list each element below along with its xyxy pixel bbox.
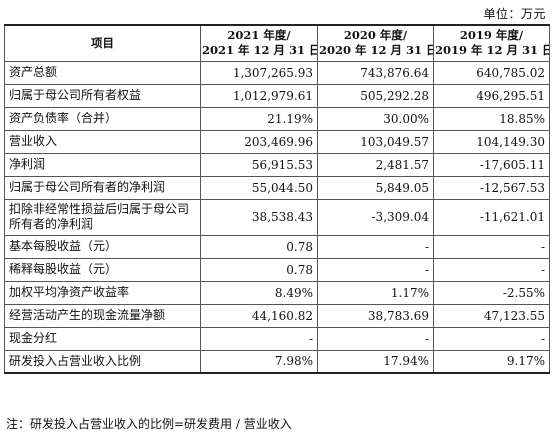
- cell-2021: 8.49%: [200, 280, 318, 305]
- header-2021-line1: 2021 年度/: [227, 28, 291, 43]
- cell-2020: 103,049.57: [317, 129, 434, 154]
- cell-2020: -: [317, 257, 434, 282]
- cell-2019: -12,567.53: [433, 175, 550, 200]
- cell-2019: 104,149.30: [433, 129, 550, 154]
- cell-2021: 1,012,979.61: [200, 83, 318, 108]
- footnote: 注：研发投入占营业收入的比例=研发费用 / 营业收入: [6, 417, 292, 431]
- cell-2021: 38,538.43: [200, 198, 318, 236]
- row-label: 研发投入占营业收入比例: [4, 349, 201, 374]
- cell-2020: -3,309.04: [317, 198, 434, 236]
- cell-2019: -11,621.01: [433, 198, 550, 236]
- cell-2021: 203,469.96: [200, 129, 318, 154]
- table-row: 现金分红 - - -: [4, 326, 550, 351]
- table-row: 归属于母公司所有者的净利润 55,044.50 5,849.05 -12,567…: [4, 175, 550, 200]
- cell-2021: 44,160.82: [200, 303, 318, 328]
- row-label: 稀释每股收益（元）: [4, 257, 201, 282]
- table-header-row: 项目 2021 年度/ 2021 年 12 月 31 日 2020 年度/ 20…: [4, 24, 550, 62]
- row-label: 加权平均净资产收益率: [4, 280, 201, 305]
- table-row: 研发投入占营业收入比例 7.98% 17.94% 9.17%: [4, 349, 550, 374]
- cell-2021: 1,307,265.93: [200, 60, 318, 85]
- cell-2019: 640,785.02: [433, 60, 550, 85]
- cell-2021: 0.78: [200, 234, 318, 259]
- cell-2020: 505,292.28: [317, 83, 434, 108]
- row-label: 经营活动产生的现金流量净额: [4, 303, 201, 328]
- cell-2021: 21.19%: [200, 106, 318, 131]
- table-row: 加权平均净资产收益率 8.49% 1.17% -2.55%: [4, 280, 550, 305]
- cell-2021: 7.98%: [200, 349, 318, 374]
- cell-2019: 47,123.55: [433, 303, 550, 328]
- cell-2019: -: [433, 326, 550, 351]
- header-2019: 2019 年度/ 2019 年 12 月 31 日: [433, 24, 550, 62]
- row-label: 归属于母公司所有者权益: [4, 83, 201, 108]
- cell-2021: 55,044.50: [200, 175, 318, 200]
- cell-2019: -2.55%: [433, 280, 550, 305]
- financial-summary-table: 项目 2021 年度/ 2021 年 12 月 31 日 2020 年度/ 20…: [4, 24, 550, 374]
- cell-2020: 38,783.69: [317, 303, 434, 328]
- row-label: 归属于母公司所有者的净利润: [4, 175, 201, 200]
- row-label: 净利润: [4, 152, 201, 177]
- table-row: 营业收入 203,469.96 103,049.57 104,149.30: [4, 129, 550, 154]
- table-row: 资产负债率（合并） 21.19% 30.00% 18.85%: [4, 106, 550, 131]
- cell-2020: -: [317, 326, 434, 351]
- header-2020-line2: 2020 年 12 月 31 日: [319, 43, 434, 58]
- row-label: 资产总额: [4, 60, 201, 85]
- header-2021: 2021 年度/ 2021 年 12 月 31 日: [200, 24, 318, 62]
- cell-2020: 2,481.57: [317, 152, 434, 177]
- row-label: 现金分红: [4, 326, 201, 351]
- cell-2019: -: [433, 257, 550, 282]
- cell-2019: -17,605.11: [433, 152, 550, 177]
- table-row: 净利润 56,915.53 2,481.57 -17,605.11: [4, 152, 550, 177]
- table-row: 基本每股收益（元） 0.78 - -: [4, 234, 550, 259]
- table-row: 稀释每股收益（元） 0.78 - -: [4, 257, 550, 282]
- cell-2020: 1.17%: [317, 280, 434, 305]
- cell-2020: 743,876.64: [317, 60, 434, 85]
- header-2019-line1: 2019 年度/: [459, 28, 524, 43]
- header-2020: 2020 年度/ 2020 年 12 月 31 日: [317, 24, 434, 62]
- unit-label: 单位：万元: [483, 7, 546, 21]
- cell-2020: 5,849.05: [317, 175, 434, 200]
- header-item: 项目: [4, 24, 201, 62]
- table-row: 经营活动产生的现金流量净额 44,160.82 38,783.69 47,123…: [4, 303, 550, 328]
- cell-2020: -: [317, 234, 434, 259]
- cell-2019: 18.85%: [433, 106, 550, 131]
- cell-2021: 56,915.53: [200, 152, 318, 177]
- cell-2020: 30.00%: [317, 106, 434, 131]
- header-2020-line1: 2020 年度/: [343, 28, 408, 43]
- table-row: 归属于母公司所有者权益 1,012,979.61 505,292.28 496,…: [4, 83, 550, 108]
- row-label: 基本每股收益（元）: [4, 234, 201, 259]
- cell-2019: 9.17%: [433, 349, 550, 374]
- cell-2021: -: [200, 326, 318, 351]
- cell-2019: 496,295.51: [433, 83, 550, 108]
- header-2021-line2: 2021 年 12 月 31 日: [202, 43, 318, 58]
- table-row: 资产总额 1,307,265.93 743,876.64 640,785.02: [4, 60, 550, 85]
- header-2019-line2: 2019 年 12 月 31 日: [435, 43, 550, 58]
- cell-2019: -: [433, 234, 550, 259]
- row-label: 营业收入: [4, 129, 201, 154]
- cell-2021: 0.78: [200, 257, 318, 282]
- row-label: 扣除非经常性损益后归属于母公司所有者的净利润: [4, 198, 201, 236]
- table-row: 扣除非经常性损益后归属于母公司所有者的净利润 38,538.43 -3,309.…: [4, 198, 550, 236]
- cell-2020: 17.94%: [317, 349, 434, 374]
- row-label: 资产负债率（合并）: [4, 106, 201, 131]
